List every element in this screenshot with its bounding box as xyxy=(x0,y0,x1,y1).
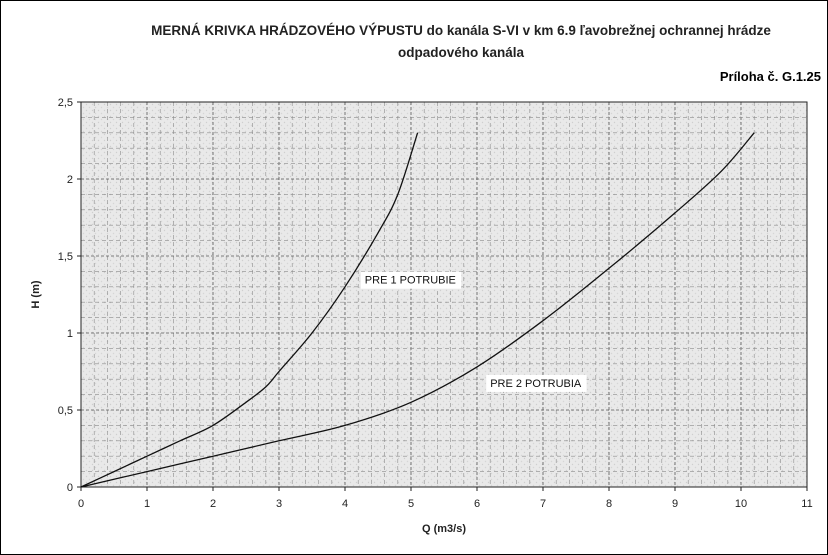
x-tick-label: 8 xyxy=(606,498,612,510)
series-group: PRE 1 POTRUBIE PRE 2 POTRUBIA xyxy=(80,132,755,488)
x-tick-label: 5 xyxy=(408,498,414,510)
x-tick-label: 1 xyxy=(144,498,150,510)
y-tick-label: 2 xyxy=(67,174,73,186)
x-tick-label: 11 xyxy=(801,498,812,510)
x-tick-label: 7 xyxy=(540,498,546,510)
x-tick-label: 3 xyxy=(276,498,282,510)
x-tick-label: 10 xyxy=(735,498,747,510)
series-label-1: PRE 1 POTRUBIE xyxy=(365,275,456,287)
plot-area xyxy=(81,102,807,487)
series-label-box-1 xyxy=(360,271,462,289)
x-axis-label: Q (m3/s) xyxy=(422,523,466,535)
y-axis-label: H (m) xyxy=(30,280,42,308)
series-line-2 xyxy=(80,132,755,488)
chart-title-line2: odpadového kanála xyxy=(397,45,525,60)
x-tick-label: 6 xyxy=(474,498,480,510)
y-tick-label: 2,5 xyxy=(58,97,73,109)
series-line-1 xyxy=(80,132,419,488)
series-label-2: PRE 2 POTRUBIA xyxy=(490,378,582,390)
x-tick-label: 9 xyxy=(672,498,678,510)
chart-title-line1: MERNÁ KRIVKA HRÁDZOVÉHO VÝPUSTU do kanál… xyxy=(151,23,771,38)
plot-border xyxy=(80,101,808,488)
x-tick-label: 0 xyxy=(78,498,84,510)
y-tick-label: 1,5 xyxy=(58,251,73,263)
annex-label: Príloha č. G.1.25 xyxy=(719,69,821,84)
series-label-box-2 xyxy=(486,374,587,392)
x-tick-label: 2 xyxy=(210,498,216,510)
x-tick-label: 4 xyxy=(342,498,348,510)
y-tick-label: 0,5 xyxy=(58,405,73,417)
axis-ticks: 0 1 2 3 4 5 6 7 8 9 10 11 0 0,5 1 1,5 2 2,5 xyxy=(58,97,813,510)
y-tick-label: 0 xyxy=(67,482,73,494)
y-tick-label: 1 xyxy=(67,328,73,340)
